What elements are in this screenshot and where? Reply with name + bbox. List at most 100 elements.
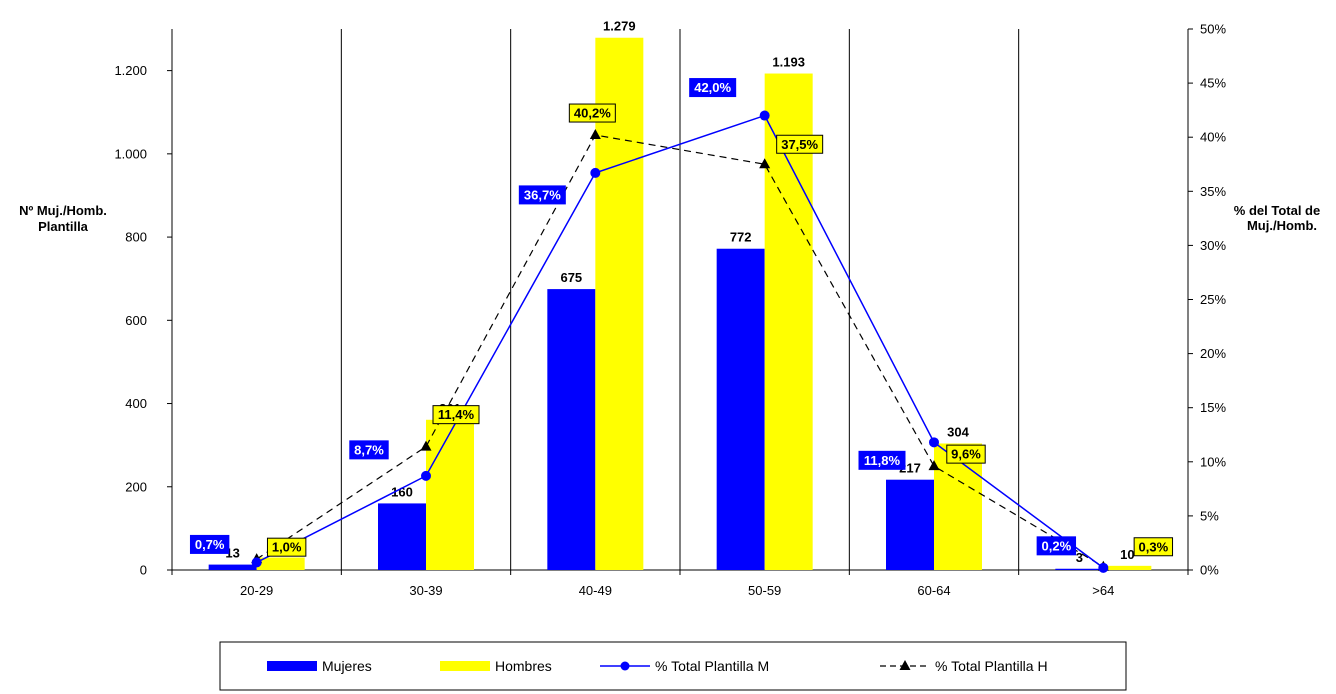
y-tick-label: 400: [125, 396, 147, 411]
bar-mujeres: [886, 479, 934, 570]
line-markers: [251, 110, 1109, 573]
pct-label-h-box: [1133, 537, 1174, 557]
bar-mujeres: [716, 248, 765, 570]
marker-pct-h: [420, 440, 432, 451]
line-pct-h: [256, 134, 1104, 568]
pct-label-m: 0,7%: [195, 537, 225, 552]
pct-label-m: 11,8%: [864, 453, 901, 468]
y2-tick-label: 25%: [1200, 292, 1226, 307]
pct-label-m-box: [858, 450, 906, 470]
y2-axis-ticks: 0% 5% 10% 15% 20% 25% 30% 35% 40% 45% 50%: [1188, 22, 1226, 578]
marker-pct-h: [928, 460, 940, 471]
pct-label-m-box: [689, 78, 737, 98]
y-tick-label: 0: [140, 563, 147, 578]
pct-label-h: 37,5%: [781, 137, 818, 152]
x-tick-label: 60-64: [917, 583, 950, 598]
pct-label-h-box: [946, 444, 986, 464]
y2-tick-label: 50%: [1200, 22, 1226, 37]
bar-hombres: [256, 557, 305, 570]
pct-label-h-box: [432, 405, 480, 425]
bar-hombres: [764, 73, 813, 570]
bar-hombres: [595, 37, 644, 570]
pct-label-h: 40,2%: [574, 106, 611, 121]
bar-mujeres: [1055, 568, 1104, 570]
legend-label-mujeres: Mujeres: [322, 658, 372, 674]
x-tick-label: >64: [1092, 583, 1114, 598]
y2-tick-label: 0%: [1200, 563, 1219, 578]
marker-pct-h: [759, 158, 771, 169]
pct-label-m: 8,7%: [354, 442, 384, 457]
legend: Mujeres Hombres % Total Plantilla M % To…: [219, 641, 1127, 691]
y2-axis-title-line1: % del Total de: [1234, 203, 1320, 218]
legend-label-pct-m: % Total Plantilla M: [655, 658, 769, 674]
pct-label-h: 1,0%: [272, 540, 302, 555]
y2-tick-label: 35%: [1200, 184, 1226, 199]
pct-label-h-box: [776, 134, 824, 154]
marker-pct-m: [421, 470, 431, 481]
pct-label-h-box: [266, 537, 307, 557]
bars: [208, 37, 1152, 570]
y-axis-title-line2: Plantilla: [38, 219, 89, 234]
bar-label-mujeres: 3: [1076, 550, 1083, 565]
category-separators: [340, 29, 1020, 570]
bar-hombres: [934, 443, 982, 570]
legend-marker-m: [620, 661, 630, 671]
percent-labels: 0,7% 8,7% 36,7% 42,0% 11,8% 0,2% 1,0% 11,4% 40,2…: [189, 78, 1174, 557]
y2-tick-label: 45%: [1200, 76, 1226, 91]
bar-mujeres: [208, 564, 257, 570]
x-tick-label: 30-39: [409, 583, 442, 598]
x-tick-label: 50-59: [748, 583, 781, 598]
marker-pct-m: [590, 167, 601, 178]
pct-label-m: 36,7%: [524, 187, 561, 202]
bar-label-mujeres: 160: [391, 484, 413, 499]
y-tick-label: 1.200: [114, 63, 147, 78]
bar-label-mujeres: 772: [730, 230, 752, 245]
marker-pct-h: [589, 129, 601, 140]
x-axis-ticks: 20-29 30-39 40-49 50-59 60-64 >64: [171, 570, 1189, 598]
y-tick-label: 800: [125, 230, 147, 245]
legend-swatch-hombres: [440, 661, 490, 671]
pct-label-h-box: [568, 103, 616, 123]
y2-tick-label: 40%: [1200, 130, 1226, 145]
bar-label-hombres: 1.193: [772, 55, 805, 70]
legend-marker-h: [899, 660, 911, 670]
bar-label-mujeres: 675: [560, 270, 582, 285]
y-tick-label: 200: [125, 479, 147, 494]
legend-swatch-mujeres: [267, 661, 317, 671]
y-axis-title-line1: Nº Muj./Homb.: [19, 203, 107, 218]
pct-label-m-box: [189, 534, 230, 554]
x-tick-label: 20-29: [240, 583, 273, 598]
bar-label-hombres: 304: [947, 424, 969, 439]
y2-tick-label: 15%: [1200, 400, 1226, 415]
marker-pct-m: [251, 557, 262, 568]
marker-pct-m: [1098, 562, 1109, 573]
y2-tick-label: 10%: [1200, 454, 1226, 469]
pct-label-m-box: [349, 440, 389, 460]
pct-label-h: 11,4%: [438, 407, 475, 422]
pct-label-m: 0,2%: [1042, 538, 1072, 553]
y2-tick-label: 5%: [1200, 508, 1219, 523]
pct-label-m: 42,0%: [694, 80, 731, 95]
y2-axis-title-line2: Muj./Homb.: [1247, 218, 1317, 233]
y-tick-label: 600: [125, 313, 147, 328]
pct-label-h: 9,6%: [951, 447, 981, 462]
bar-label-hombres: 1.279: [603, 19, 636, 34]
y-axis-ticks: 0 200 400 600 800 1.000 1.200: [114, 63, 172, 578]
y2-tick-label: 30%: [1200, 238, 1226, 253]
bar-mujeres: [547, 289, 596, 570]
y-tick-label: 1.000: [114, 146, 147, 161]
bar-hombres: [1103, 565, 1152, 570]
x-tick-label: 40-49: [579, 583, 612, 598]
pct-label-m-box: [1036, 536, 1077, 556]
pct-label-m-box: [518, 185, 566, 205]
marker-pct-m: [929, 437, 939, 448]
legend-label-pct-h: % Total Plantilla H: [935, 658, 1048, 674]
marker-pct-m: [759, 110, 770, 121]
legend-box: [219, 641, 1127, 691]
bar-label-hombres: 10: [1120, 547, 1134, 562]
y2-tick-label: 20%: [1200, 346, 1226, 361]
bar-hombres: [426, 419, 474, 570]
pct-label-h: 0,3%: [1139, 539, 1169, 554]
bar-mujeres: [378, 503, 426, 570]
